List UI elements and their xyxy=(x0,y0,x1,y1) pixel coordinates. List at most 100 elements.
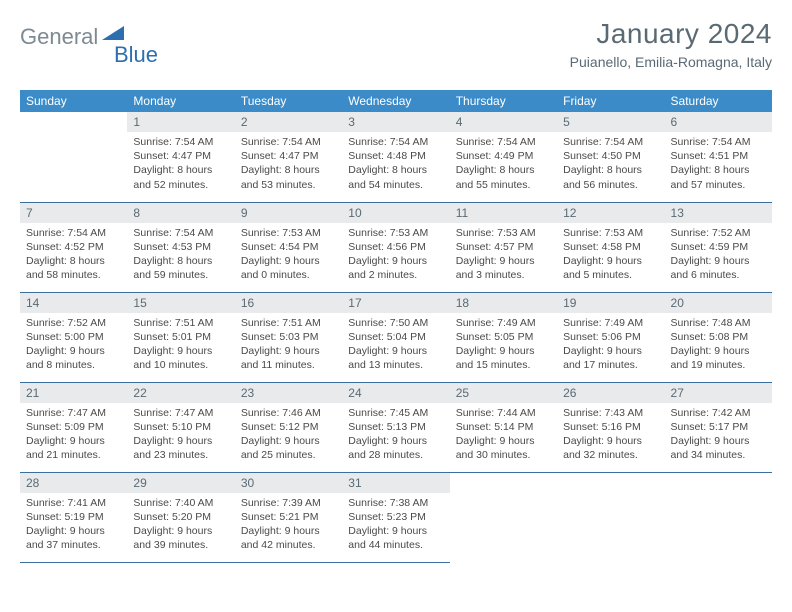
weekday-header: Thursday xyxy=(450,90,557,112)
day-number: 18 xyxy=(450,293,557,313)
sunset-text: Sunset: 4:48 PM xyxy=(348,149,443,163)
calendar-day-cell: 20Sunrise: 7:48 AMSunset: 5:08 PMDayligh… xyxy=(665,292,772,382)
calendar-day-cell: 26Sunrise: 7:43 AMSunset: 5:16 PMDayligh… xyxy=(557,382,664,472)
calendar-week-row: 21Sunrise: 7:47 AMSunset: 5:09 PMDayligh… xyxy=(20,382,772,472)
day-details: Sunrise: 7:49 AMSunset: 5:05 PMDaylight:… xyxy=(450,313,557,379)
sunset-text: Sunset: 4:56 PM xyxy=(348,240,443,254)
day-details: Sunrise: 7:49 AMSunset: 5:06 PMDaylight:… xyxy=(557,313,664,379)
day-number: 8 xyxy=(127,203,234,223)
daylight-text: Daylight: 9 hours and 23 minutes. xyxy=(133,434,228,462)
daylight-text: Daylight: 9 hours and 15 minutes. xyxy=(456,344,551,372)
day-details: Sunrise: 7:54 AMSunset: 4:53 PMDaylight:… xyxy=(127,223,234,289)
daylight-text: Daylight: 9 hours and 5 minutes. xyxy=(563,254,658,282)
day-details: Sunrise: 7:54 AMSunset: 4:47 PMDaylight:… xyxy=(127,132,234,198)
brand-part2: Blue xyxy=(114,42,158,68)
day-details: Sunrise: 7:54 AMSunset: 4:52 PMDaylight:… xyxy=(20,223,127,289)
sunrise-text: Sunrise: 7:40 AM xyxy=(133,496,228,510)
day-details: Sunrise: 7:54 AMSunset: 4:47 PMDaylight:… xyxy=(235,132,342,198)
daylight-text: Daylight: 9 hours and 39 minutes. xyxy=(133,524,228,552)
sunset-text: Sunset: 5:21 PM xyxy=(241,510,336,524)
day-number: 4 xyxy=(450,112,557,132)
sunrise-text: Sunrise: 7:54 AM xyxy=(241,135,336,149)
calendar-day-cell: 5Sunrise: 7:54 AMSunset: 4:50 PMDaylight… xyxy=(557,112,664,202)
sunset-text: Sunset: 5:04 PM xyxy=(348,330,443,344)
sunset-text: Sunset: 5:17 PM xyxy=(671,420,766,434)
brand-part1: General xyxy=(20,24,98,50)
day-details: Sunrise: 7:54 AMSunset: 4:48 PMDaylight:… xyxy=(342,132,449,198)
calendar-day-cell xyxy=(20,112,127,202)
calendar-day-cell: 11Sunrise: 7:53 AMSunset: 4:57 PMDayligh… xyxy=(450,202,557,292)
day-details: Sunrise: 7:42 AMSunset: 5:17 PMDaylight:… xyxy=(665,403,772,469)
sunrise-text: Sunrise: 7:54 AM xyxy=(456,135,551,149)
sunrise-text: Sunrise: 7:43 AM xyxy=(563,406,658,420)
daylight-text: Daylight: 9 hours and 0 minutes. xyxy=(241,254,336,282)
calendar-day-cell: 9Sunrise: 7:53 AMSunset: 4:54 PMDaylight… xyxy=(235,202,342,292)
sunset-text: Sunset: 4:49 PM xyxy=(456,149,551,163)
brand-logo: General xyxy=(20,18,124,50)
calendar-day-cell: 8Sunrise: 7:54 AMSunset: 4:53 PMDaylight… xyxy=(127,202,234,292)
page-title: January 2024 xyxy=(570,18,772,50)
day-details: Sunrise: 7:54 AMSunset: 4:51 PMDaylight:… xyxy=(665,132,772,198)
daylight-text: Daylight: 8 hours and 59 minutes. xyxy=(133,254,228,282)
day-number: 29 xyxy=(127,473,234,493)
sunrise-text: Sunrise: 7:49 AM xyxy=(456,316,551,330)
calendar-day-cell: 4Sunrise: 7:54 AMSunset: 4:49 PMDaylight… xyxy=(450,112,557,202)
sunset-text: Sunset: 4:47 PM xyxy=(241,149,336,163)
calendar-day-cell: 24Sunrise: 7:45 AMSunset: 5:13 PMDayligh… xyxy=(342,382,449,472)
daylight-text: Daylight: 9 hours and 44 minutes. xyxy=(348,524,443,552)
sunset-text: Sunset: 4:54 PM xyxy=(241,240,336,254)
sunrise-text: Sunrise: 7:54 AM xyxy=(563,135,658,149)
calendar-week-row: 7Sunrise: 7:54 AMSunset: 4:52 PMDaylight… xyxy=(20,202,772,292)
calendar-day-cell: 7Sunrise: 7:54 AMSunset: 4:52 PMDaylight… xyxy=(20,202,127,292)
sunset-text: Sunset: 4:58 PM xyxy=(563,240,658,254)
page-root: General January 2024 Puianello, Emilia-R… xyxy=(0,0,792,573)
daylight-text: Daylight: 8 hours and 57 minutes. xyxy=(671,163,766,191)
daylight-text: Daylight: 9 hours and 32 minutes. xyxy=(563,434,658,462)
location-label: Puianello, Emilia-Romagna, Italy xyxy=(570,54,772,70)
day-number xyxy=(450,473,557,493)
day-details: Sunrise: 7:39 AMSunset: 5:21 PMDaylight:… xyxy=(235,493,342,559)
day-details: Sunrise: 7:47 AMSunset: 5:10 PMDaylight:… xyxy=(127,403,234,469)
day-number: 28 xyxy=(20,473,127,493)
calendar-week-row: 28Sunrise: 7:41 AMSunset: 5:19 PMDayligh… xyxy=(20,472,772,562)
weekday-header: Friday xyxy=(557,90,664,112)
day-details: Sunrise: 7:43 AMSunset: 5:16 PMDaylight:… xyxy=(557,403,664,469)
sunset-text: Sunset: 4:51 PM xyxy=(671,149,766,163)
daylight-text: Daylight: 8 hours and 53 minutes. xyxy=(241,163,336,191)
sunset-text: Sunset: 4:53 PM xyxy=(133,240,228,254)
sunset-text: Sunset: 5:09 PM xyxy=(26,420,121,434)
sunset-text: Sunset: 5:14 PM xyxy=(456,420,551,434)
calendar-day-cell: 17Sunrise: 7:50 AMSunset: 5:04 PMDayligh… xyxy=(342,292,449,382)
sunrise-text: Sunrise: 7:51 AM xyxy=(133,316,228,330)
sunrise-text: Sunrise: 7:46 AM xyxy=(241,406,336,420)
sunrise-text: Sunrise: 7:39 AM xyxy=(241,496,336,510)
sunrise-text: Sunrise: 7:38 AM xyxy=(348,496,443,510)
day-details: Sunrise: 7:38 AMSunset: 5:23 PMDaylight:… xyxy=(342,493,449,559)
calendar-day-cell: 19Sunrise: 7:49 AMSunset: 5:06 PMDayligh… xyxy=(557,292,664,382)
daylight-text: Daylight: 9 hours and 6 minutes. xyxy=(671,254,766,282)
sunrise-text: Sunrise: 7:54 AM xyxy=(348,135,443,149)
calendar-table: Sunday Monday Tuesday Wednesday Thursday… xyxy=(20,90,772,563)
sunset-text: Sunset: 5:10 PM xyxy=(133,420,228,434)
sunset-text: Sunset: 5:16 PM xyxy=(563,420,658,434)
sunrise-text: Sunrise: 7:48 AM xyxy=(671,316,766,330)
sunrise-text: Sunrise: 7:54 AM xyxy=(133,135,228,149)
sunset-text: Sunset: 4:57 PM xyxy=(456,240,551,254)
calendar-day-cell: 15Sunrise: 7:51 AMSunset: 5:01 PMDayligh… xyxy=(127,292,234,382)
day-number xyxy=(665,473,772,493)
day-details: Sunrise: 7:54 AMSunset: 4:50 PMDaylight:… xyxy=(557,132,664,198)
calendar-day-cell: 3Sunrise: 7:54 AMSunset: 4:48 PMDaylight… xyxy=(342,112,449,202)
day-details: Sunrise: 7:51 AMSunset: 5:01 PMDaylight:… xyxy=(127,313,234,379)
daylight-text: Daylight: 9 hours and 3 minutes. xyxy=(456,254,551,282)
daylight-text: Daylight: 8 hours and 56 minutes. xyxy=(563,163,658,191)
day-details: Sunrise: 7:50 AMSunset: 5:04 PMDaylight:… xyxy=(342,313,449,379)
day-details: Sunrise: 7:44 AMSunset: 5:14 PMDaylight:… xyxy=(450,403,557,469)
day-number: 1 xyxy=(127,112,234,132)
calendar-day-cell xyxy=(665,472,772,562)
sunset-text: Sunset: 4:52 PM xyxy=(26,240,121,254)
calendar-day-cell xyxy=(450,472,557,562)
calendar-day-cell: 27Sunrise: 7:42 AMSunset: 5:17 PMDayligh… xyxy=(665,382,772,472)
day-number: 5 xyxy=(557,112,664,132)
weekday-header-row: Sunday Monday Tuesday Wednesday Thursday… xyxy=(20,90,772,112)
daylight-text: Daylight: 9 hours and 11 minutes. xyxy=(241,344,336,372)
